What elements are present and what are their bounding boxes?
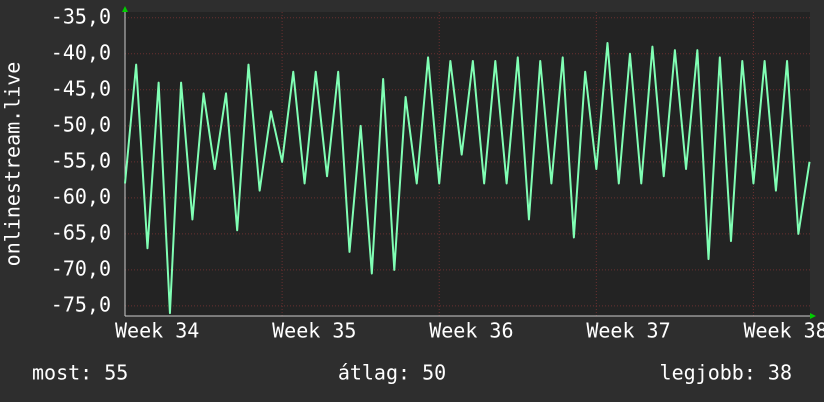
x-tick-label: Week 35 xyxy=(272,319,356,343)
plot-area xyxy=(125,12,810,316)
y-tick-label: -75,0 xyxy=(51,292,111,316)
stat-current: most: 55 xyxy=(32,361,128,385)
stat-average: átlag: 50 xyxy=(338,361,446,385)
x-tick-label: Week 37 xyxy=(586,319,670,343)
x-tick-label: Week 36 xyxy=(429,319,513,343)
x-tick-label: Week 34 xyxy=(115,319,199,343)
stat-best: legjobb: 38 xyxy=(660,361,792,385)
y-axis-label: onlinestream.live xyxy=(1,62,25,267)
data-line xyxy=(124,41,811,315)
y-tick-label: -70,0 xyxy=(51,256,111,280)
y-tick-label: -45,0 xyxy=(51,76,111,100)
y-axis-arrow xyxy=(122,6,128,12)
y-tick-label: -40,0 xyxy=(51,40,111,64)
x-axis-arrow xyxy=(810,313,816,319)
y-tick-label: -55,0 xyxy=(51,148,111,172)
x-tick-label: Week 38 xyxy=(743,319,824,343)
y-tick-label: -60,0 xyxy=(51,184,111,208)
y-tick-label: -35,0 xyxy=(51,4,111,28)
y-tick-label: -65,0 xyxy=(51,220,111,244)
y-tick-label: -50,0 xyxy=(51,112,111,136)
